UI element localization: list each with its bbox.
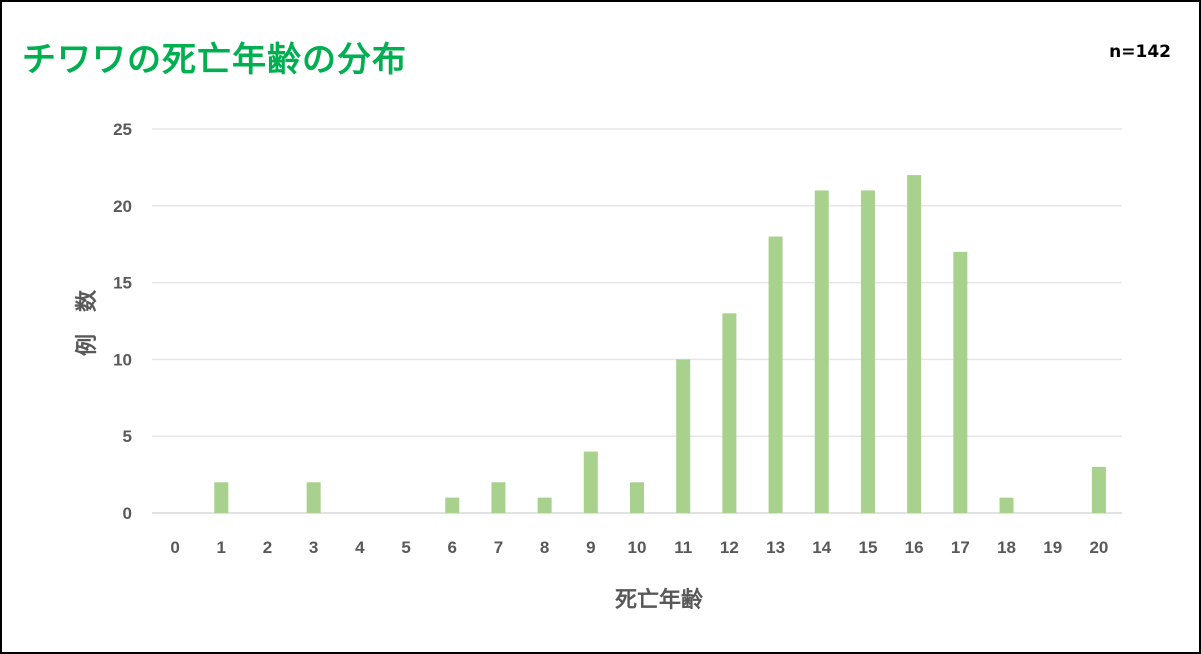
bar	[537, 497, 552, 513]
x-tick-label: 1	[217, 538, 226, 557]
bar	[445, 497, 460, 513]
x-tick-label: 9	[586, 538, 595, 557]
x-tick-label: 4	[355, 538, 365, 557]
x-tick-label: 11	[674, 538, 692, 557]
bar	[630, 482, 644, 513]
y-tick-label: 10	[113, 350, 132, 369]
bar	[491, 482, 506, 513]
x-tick-label: 19	[1043, 538, 1062, 557]
x-tick-label: 20	[1089, 538, 1108, 557]
bar	[907, 175, 922, 513]
x-tick-label: 8	[540, 538, 549, 557]
x-tick-label: 16	[905, 538, 924, 557]
bar	[214, 482, 229, 513]
x-tick-label: 2	[263, 538, 272, 557]
x-tick-label: 10	[628, 538, 647, 557]
x-tick-label: 7	[494, 538, 503, 557]
x-tick-label: 6	[448, 538, 457, 557]
x-tick-label: 17	[951, 538, 970, 557]
bar	[583, 451, 598, 513]
bar	[860, 190, 875, 513]
y-tick-label: 5	[123, 427, 132, 446]
bar	[814, 190, 829, 513]
bar	[1091, 466, 1106, 513]
bar	[768, 236, 783, 513]
bar	[953, 251, 968, 513]
y-axis-label: 例 数	[74, 289, 100, 356]
x-tick-label: 15	[858, 538, 877, 557]
x-tick-label: 0	[170, 538, 179, 557]
x-tick-label: 5	[401, 538, 410, 557]
y-tick-label: 0	[123, 504, 132, 523]
x-tick-label: 14	[812, 538, 831, 557]
y-tick-label: 25	[113, 120, 132, 139]
sample-size-annotation: n=142	[1109, 42, 1171, 62]
bar	[306, 482, 321, 513]
x-tick-label: 18	[997, 538, 1016, 557]
chart-title: チワワの死亡年齢の分布	[22, 40, 407, 80]
bar	[676, 359, 691, 513]
x-tick-label: 3	[309, 538, 318, 557]
y-tick-label: 15	[113, 274, 132, 293]
x-tick-label: 13	[766, 538, 785, 557]
bar	[722, 313, 737, 513]
y-tick-label: 20	[113, 197, 132, 216]
x-axis-label: 死亡年齢	[615, 587, 704, 613]
bar	[999, 497, 1014, 513]
x-tick-label: 12	[720, 538, 739, 557]
